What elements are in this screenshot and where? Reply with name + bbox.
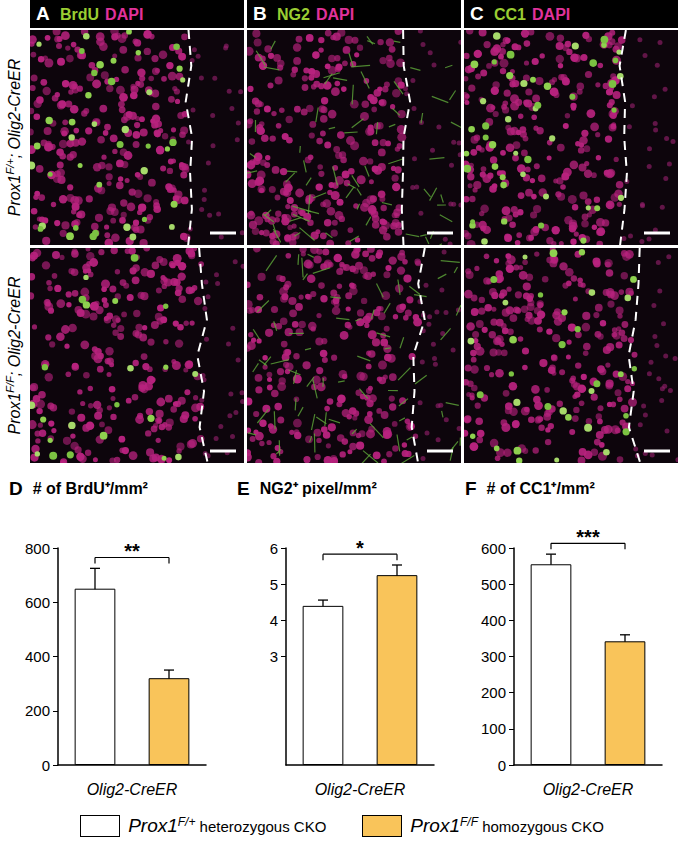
svg-text:*: * — [356, 537, 364, 559]
svg-text:400: 400 — [481, 612, 506, 629]
svg-text:500: 500 — [481, 576, 506, 593]
svg-text:800: 800 — [25, 540, 50, 557]
svg-text:F: F — [465, 478, 477, 499]
html-text:Prox1F/Fhomozygous CKO: Prox1F/Fhomozygous CKO — [410, 815, 604, 836]
svg-text:200: 200 — [481, 684, 506, 701]
svg-text:B: B — [253, 3, 267, 24]
svg-text:100: 100 — [481, 720, 506, 737]
svg-text:400: 400 — [25, 648, 50, 665]
svg-text:6: 6 — [270, 540, 278, 557]
svg-text:CC1DAPI: CC1DAPI — [494, 6, 570, 23]
svg-text:Olig2-CreER: Olig2-CreER — [543, 781, 634, 798]
svg-text:NG2⁺ pixel/mm²: NG2⁺ pixel/mm² — [260, 480, 377, 497]
svg-text:3: 3 — [270, 648, 278, 665]
svg-text:600: 600 — [481, 540, 506, 557]
svg-text:# of BrdU⁺/mm²: # of BrdU⁺/mm² — [33, 480, 148, 497]
svg-text:Olig2-CreER: Olig2-CreER — [87, 781, 178, 798]
svg-text:BrdUDAPI: BrdUDAPI — [60, 6, 143, 23]
svg-text:4: 4 — [270, 612, 278, 629]
svg-text:0: 0 — [498, 757, 506, 774]
svg-text:***: *** — [576, 526, 600, 548]
svg-text:NG2DAPI: NG2DAPI — [277, 6, 354, 23]
svg-text:# of CC1⁺/mm²: # of CC1⁺/mm² — [487, 480, 595, 497]
svg-text:A: A — [36, 3, 50, 24]
svg-text:Olig2-CreER: Olig2-CreER — [315, 781, 406, 798]
svg-text:300: 300 — [481, 648, 506, 665]
svg-text:C: C — [470, 3, 484, 24]
svg-text:200: 200 — [25, 702, 50, 719]
svg-text:0: 0 — [42, 757, 50, 774]
svg-text:D: D — [9, 478, 23, 499]
svg-text:600: 600 — [25, 594, 50, 611]
svg-text:Prox1F/+; Olig2-CreER: Prox1F/+; Olig2-CreER — [4, 58, 23, 216]
html-text:Prox1F/+heterozygous CKO: Prox1F/+heterozygous CKO — [128, 815, 327, 836]
svg-text:E: E — [237, 478, 250, 499]
svg-text:**: ** — [124, 540, 140, 562]
svg-text:5: 5 — [270, 576, 278, 593]
svg-text:Prox1F/F; Olig2-CreER: Prox1F/F; Olig2-CreER — [4, 276, 23, 434]
